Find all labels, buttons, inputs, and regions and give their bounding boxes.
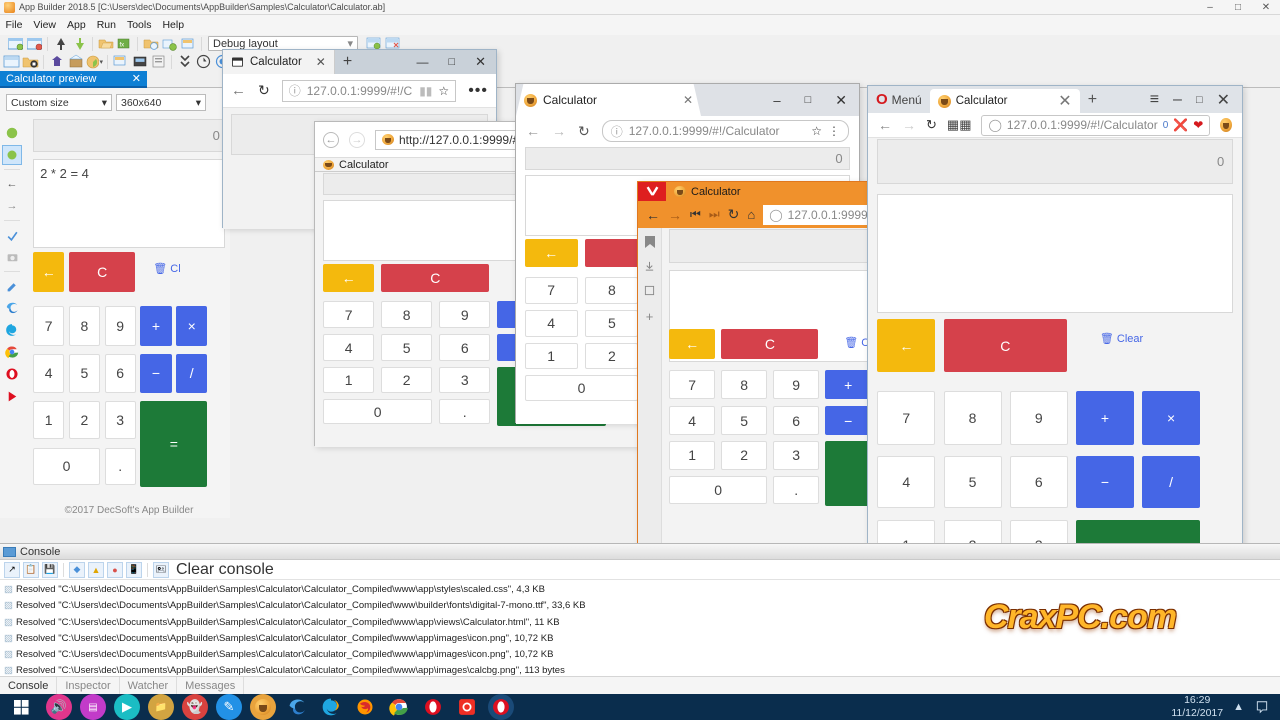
svg-text:fx: fx — [120, 42, 125, 48]
